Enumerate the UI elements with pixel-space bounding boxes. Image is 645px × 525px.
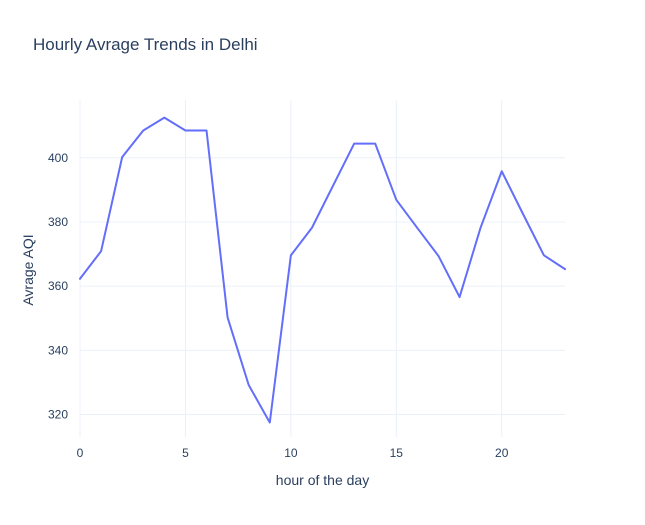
data-point[interactable] (457, 294, 463, 300)
x-tick-label: 15 (390, 446, 404, 460)
data-point[interactable] (499, 168, 505, 174)
data-point[interactable] (119, 154, 125, 160)
data-point[interactable] (351, 141, 357, 147)
x-tick-label: 20 (495, 446, 509, 460)
data-point[interactable] (98, 248, 104, 254)
y-tick-label: 360 (48, 279, 68, 293)
x-tick-label: 0 (77, 446, 84, 460)
y-tick-label: 380 (48, 215, 68, 229)
data-point[interactable] (414, 225, 420, 231)
data-point[interactable] (562, 266, 568, 272)
data-point[interactable] (204, 127, 210, 133)
data-point[interactable] (478, 224, 484, 230)
data-point[interactable] (330, 183, 336, 189)
y-axis-title: Avrage AQI (20, 234, 36, 305)
data-point[interactable] (541, 252, 547, 258)
grid-lines (79, 100, 565, 437)
x-tick-label: 5 (182, 446, 189, 460)
data-point[interactable] (435, 253, 441, 259)
data-point[interactable] (520, 211, 526, 217)
chart-title: Hourly Avrage Trends in Delhi (33, 35, 258, 54)
data-point[interactable] (288, 252, 294, 258)
data-point[interactable] (161, 115, 167, 121)
data-point[interactable] (267, 420, 273, 426)
series-line (79, 116, 566, 424)
data-point[interactable] (246, 382, 252, 388)
y-tick-label: 400 (48, 151, 68, 165)
x-tick-label: 10 (284, 446, 298, 460)
series-layer (79, 116, 566, 424)
data-point[interactable] (140, 127, 146, 133)
data-point[interactable] (77, 276, 83, 282)
data-point[interactable] (372, 141, 378, 147)
data-point[interactable] (182, 127, 188, 133)
y-tick-label: 340 (48, 343, 68, 357)
data-point[interactable] (225, 315, 231, 321)
data-point[interactable] (309, 225, 315, 231)
y-tick-label: 320 (48, 408, 68, 422)
data-point[interactable] (393, 197, 399, 203)
x-axis-title: hour of the day (276, 472, 369, 488)
axes: 0 5 10 15 20 320 340 360 380 400 (48, 151, 509, 460)
data-points (77, 115, 568, 426)
